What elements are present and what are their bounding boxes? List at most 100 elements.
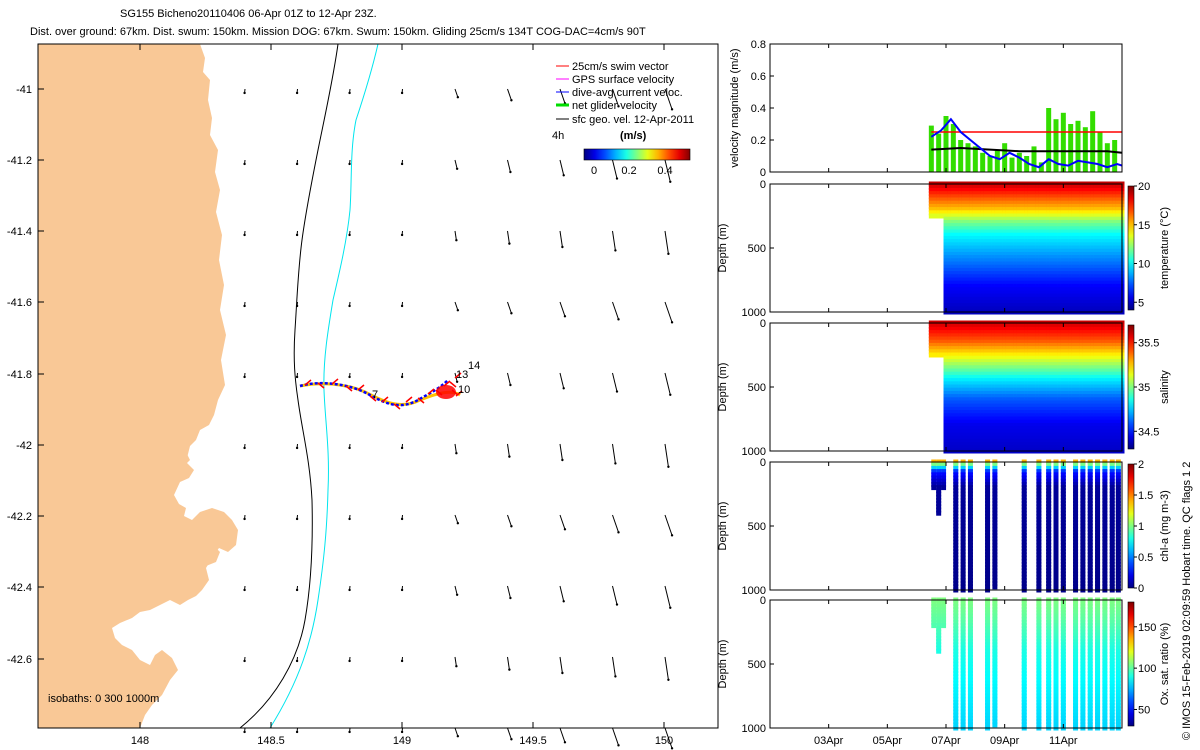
profile-point [1080, 501, 1086, 507]
profile-point [1013, 264, 1019, 270]
profile-point [1020, 219, 1026, 225]
profile-point [1068, 187, 1074, 193]
profile-point [965, 349, 971, 355]
profile-point [1108, 296, 1114, 302]
profile-point [1009, 371, 1015, 377]
profile-point [928, 333, 934, 339]
profile-point [1090, 362, 1096, 368]
profile-point [1112, 422, 1118, 428]
profile-point [961, 255, 967, 261]
profile-point [1002, 242, 1008, 248]
series-line [931, 146, 1123, 154]
profile-point [1031, 432, 1037, 438]
profile-point [980, 432, 986, 438]
profile-point [1068, 258, 1074, 264]
profile-point [1046, 184, 1052, 190]
profile-point [985, 526, 991, 532]
profile-point [994, 239, 1000, 245]
profile-point [1016, 342, 1022, 348]
geo-vector-head [456, 735, 460, 738]
profile-point [987, 362, 993, 368]
profile-point [1046, 274, 1052, 280]
profile-point [1115, 194, 1121, 200]
profile-point [1090, 200, 1096, 206]
profile-point [1053, 558, 1059, 564]
profile-point [1068, 342, 1074, 348]
profile-point [1060, 507, 1066, 513]
profile-point [1071, 283, 1077, 289]
profile-point [1024, 323, 1030, 329]
profile-point [1086, 296, 1092, 302]
profile-point [1086, 303, 1092, 309]
profile-point [1097, 207, 1103, 213]
profile-point [967, 472, 973, 478]
profile-point [976, 197, 982, 203]
profile-point [1093, 255, 1099, 261]
profile-point [943, 296, 949, 302]
profile-point [936, 207, 942, 213]
profile-point [961, 371, 967, 377]
profile-point [1016, 435, 1022, 441]
geo-vector-head [617, 105, 620, 108]
profile-point [1038, 381, 1044, 387]
geo-vector [664, 656, 669, 680]
profile-point [1035, 426, 1041, 432]
profile-point [972, 248, 978, 254]
profile-point [1016, 280, 1022, 286]
profile-point [1027, 203, 1033, 209]
profile-point [1053, 478, 1059, 484]
profile-point [1115, 216, 1121, 222]
profile-point [1090, 323, 1096, 329]
profile-point [943, 303, 949, 309]
profile-point [1020, 406, 1026, 412]
profile-point [1049, 258, 1055, 264]
profile-point [1090, 432, 1096, 438]
profile-point [947, 365, 953, 371]
profile-point [1009, 264, 1015, 270]
geo-vector-head [295, 659, 299, 663]
profile-point [1042, 422, 1048, 428]
colorbar-tick: 35.5 [1138, 338, 1159, 350]
profile-point [972, 358, 978, 364]
profile-point [947, 283, 953, 289]
profile-point [969, 378, 975, 384]
profile-point [1031, 235, 1037, 241]
profile-point [1027, 374, 1033, 380]
profile-point [1101, 187, 1107, 193]
profile-point [961, 387, 967, 393]
profile-point [1057, 355, 1063, 361]
profile-point [1042, 352, 1048, 358]
profile-point [954, 274, 960, 280]
profile-point [1073, 558, 1079, 564]
profile-point [954, 374, 960, 380]
profile-point [972, 187, 978, 193]
profile-point [1035, 258, 1041, 264]
profile-point [1053, 577, 1059, 583]
profile-point [1097, 374, 1103, 380]
profile-point [983, 368, 989, 374]
profile-point [1031, 355, 1037, 361]
profile-point [1115, 296, 1121, 302]
profile-point [1060, 280, 1066, 286]
profile-point [1002, 229, 1008, 235]
profile-point [987, 248, 993, 254]
profile-point [1090, 203, 1096, 209]
profile-point [1013, 330, 1019, 336]
profile-point [1049, 287, 1055, 293]
profile-point [1082, 306, 1088, 312]
profile-point [1002, 432, 1008, 438]
profile-point [960, 526, 966, 532]
profile-point [1024, 287, 1030, 293]
profile-point [969, 239, 975, 245]
profile-point [1064, 277, 1070, 283]
x-tick-label: 150 [655, 735, 673, 747]
profile-point [1053, 485, 1059, 491]
isobath-note: isobaths: 0 300 1000m [48, 693, 159, 705]
profile-point [1112, 213, 1118, 219]
profile-point [960, 571, 966, 577]
profile-point [1027, 339, 1033, 345]
profile-point [950, 248, 956, 254]
profile-point [1064, 258, 1070, 264]
profile-point [1097, 390, 1103, 396]
profile-point [998, 299, 1004, 305]
